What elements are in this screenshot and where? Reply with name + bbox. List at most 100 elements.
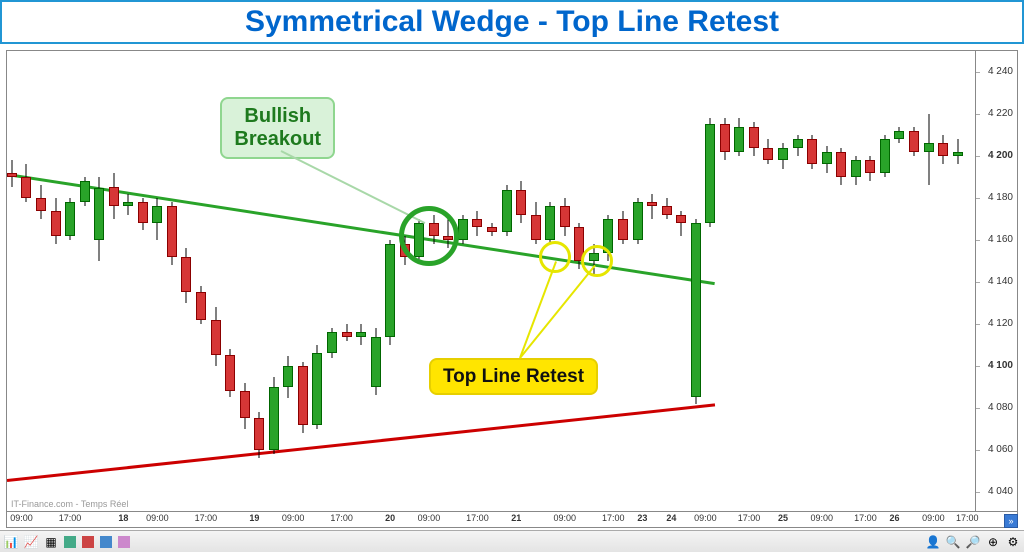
candle xyxy=(240,383,250,429)
candle xyxy=(211,307,221,366)
candle xyxy=(618,211,628,245)
candle xyxy=(938,135,948,164)
candle xyxy=(531,202,541,244)
candle xyxy=(836,148,846,186)
candle xyxy=(458,215,468,244)
retest-circle xyxy=(539,241,571,273)
tool-chart-icon[interactable]: 📊 xyxy=(4,535,18,549)
x-tick: 09:00 xyxy=(811,513,834,523)
tool-zoomout-icon[interactable]: 🔎 xyxy=(966,535,980,549)
x-tick: 09:00 xyxy=(146,513,169,523)
y-tick: 4 220 xyxy=(988,108,1013,119)
candle xyxy=(109,173,119,219)
retest-circle xyxy=(581,245,613,277)
candle xyxy=(181,248,191,303)
tool-sq1-icon[interactable] xyxy=(64,536,76,548)
tool-sq2-icon[interactable] xyxy=(82,536,94,548)
candle xyxy=(65,198,75,240)
x-tick: 25 xyxy=(778,513,788,523)
candle xyxy=(880,135,890,177)
connector-line xyxy=(281,150,426,224)
y-tick: 4 200 xyxy=(988,150,1013,161)
x-tick: 17:00 xyxy=(738,513,761,523)
candle xyxy=(924,114,934,185)
candle xyxy=(822,146,832,173)
candle xyxy=(342,324,352,341)
candle xyxy=(691,219,701,404)
candle xyxy=(254,412,264,458)
x-tick: 09:00 xyxy=(694,513,717,523)
candle xyxy=(720,118,730,160)
tool-settings-icon[interactable]: ⚙ xyxy=(1006,535,1020,549)
y-tick: 4 160 xyxy=(988,234,1013,245)
candle xyxy=(894,127,904,144)
x-tick: 17:00 xyxy=(330,513,353,523)
connector-line xyxy=(519,265,595,359)
x-tick: 17:00 xyxy=(602,513,625,523)
x-tick: 18 xyxy=(118,513,128,523)
y-tick: 4 140 xyxy=(988,276,1013,287)
tool-search-icon[interactable]: 🔍 xyxy=(946,535,960,549)
candle xyxy=(385,240,395,345)
chart-plot-area[interactable]: IT-Finance.com - Temps Réel BullishBreak… xyxy=(6,50,976,512)
y-axis: 4 0404 0604 0804 1004 1204 1404 1604 180… xyxy=(976,50,1018,512)
candle xyxy=(749,122,759,156)
trendline-lower-support xyxy=(7,404,715,483)
page-title: Symmetrical Wedge - Top Line Retest xyxy=(245,5,779,39)
x-tick: 26 xyxy=(890,513,900,523)
x-tick: 09:00 xyxy=(553,513,576,523)
top-line-retest-label: Top Line Retest xyxy=(429,358,598,396)
y-tick: 4 120 xyxy=(988,318,1013,329)
candle xyxy=(152,198,162,240)
candle xyxy=(487,223,497,236)
tool-sq4-icon[interactable] xyxy=(118,536,130,548)
tool-grid-icon[interactable]: ▦ xyxy=(44,535,58,549)
candle xyxy=(36,185,46,219)
y-tick: 4 060 xyxy=(988,444,1013,455)
chart-container: IT-Finance.com - Temps Réel BullishBreak… xyxy=(0,44,1024,552)
x-tick: 19 xyxy=(249,513,259,523)
x-tick: 17:00 xyxy=(195,513,218,523)
breakout-circle xyxy=(399,206,459,266)
candle xyxy=(80,177,90,206)
candle xyxy=(472,211,482,236)
candle xyxy=(21,164,31,202)
candle xyxy=(705,118,715,227)
x-tick: 17:00 xyxy=(956,513,979,523)
tool-line-icon[interactable]: 📈 xyxy=(24,535,38,549)
candle xyxy=(793,135,803,156)
tool-sq3-icon[interactable] xyxy=(100,536,112,548)
y-tick: 4 080 xyxy=(988,402,1013,413)
tool-user-icon[interactable]: 👤 xyxy=(926,535,940,549)
x-tick: 21 xyxy=(511,513,521,523)
candle xyxy=(807,135,817,169)
candle xyxy=(327,328,337,357)
watermark: IT-Finance.com - Temps Réel xyxy=(11,499,128,509)
tool-zoomin-icon[interactable]: ⊕ xyxy=(986,535,1000,549)
candle xyxy=(196,286,206,324)
candle xyxy=(123,194,133,215)
candle xyxy=(51,198,61,244)
candle xyxy=(371,328,381,395)
connector-line xyxy=(519,261,557,358)
candle xyxy=(502,185,512,235)
x-tick: 17:00 xyxy=(466,513,489,523)
candle xyxy=(560,198,570,236)
candle xyxy=(734,118,744,156)
scroll-right-button[interactable]: » xyxy=(1004,514,1018,528)
candle xyxy=(167,202,177,265)
candle xyxy=(676,211,686,236)
candle xyxy=(138,198,148,230)
candle xyxy=(356,324,366,345)
y-tick: 4 240 xyxy=(988,66,1013,77)
candle xyxy=(94,177,104,261)
title-bar: Symmetrical Wedge - Top Line Retest xyxy=(0,0,1024,44)
candle xyxy=(647,194,657,219)
x-tick: 17:00 xyxy=(59,513,82,523)
candle xyxy=(7,160,17,187)
candle xyxy=(633,198,643,244)
x-tick: 24 xyxy=(666,513,676,523)
candle xyxy=(269,377,279,455)
bullish-breakout-label: BullishBreakout xyxy=(220,97,335,159)
x-tick: 20 xyxy=(385,513,395,523)
